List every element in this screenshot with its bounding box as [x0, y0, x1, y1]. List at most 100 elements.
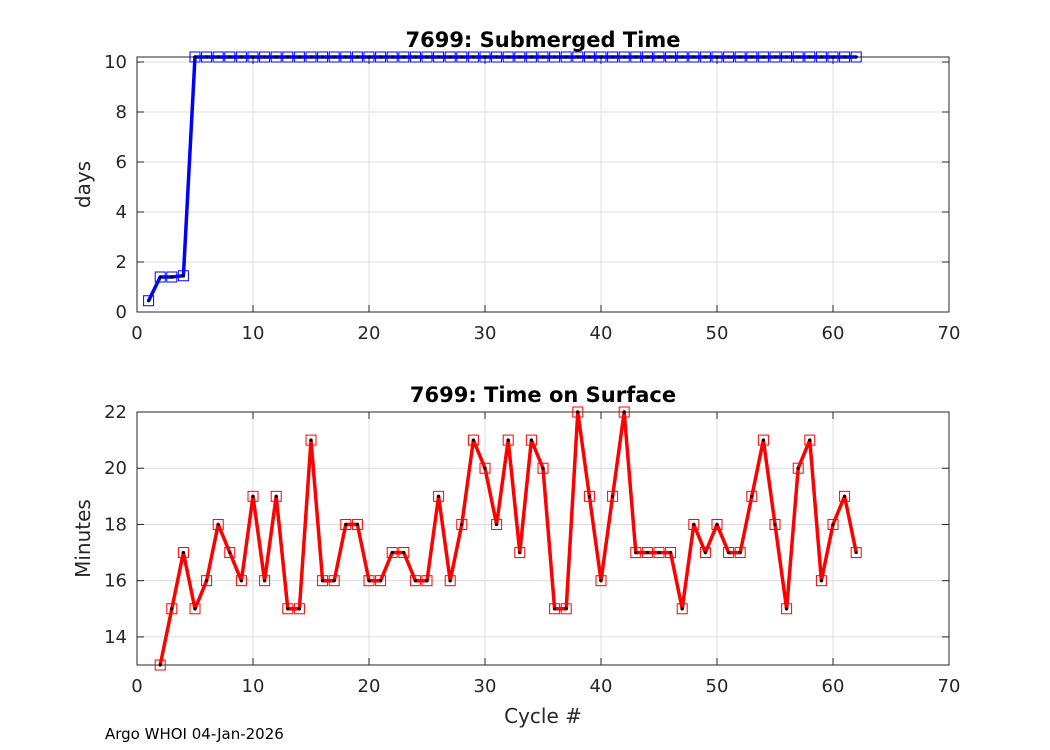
data-point-dot	[286, 55, 290, 59]
data-point-marker	[363, 51, 375, 63]
data-point-dot	[796, 55, 800, 59]
data-point-dot	[843, 55, 847, 59]
data-point-marker	[537, 462, 549, 474]
data-point-dot	[425, 55, 429, 59]
data-point-dot	[251, 55, 255, 59]
data-point-marker	[409, 51, 421, 63]
data-point-marker	[583, 51, 595, 63]
data-point-marker	[827, 51, 839, 63]
data-point-dot	[715, 55, 719, 59]
data-point-marker	[363, 575, 375, 587]
data-point-dot	[599, 55, 603, 59]
data-point-dot	[819, 579, 824, 583]
chart-2: 0 10 20 30 40 50 60 70 14 16 18 20 22 7699: Time on S…	[71, 383, 960, 728]
data-point-marker	[711, 518, 723, 530]
data-point-marker	[769, 51, 781, 63]
data-point-dot	[402, 55, 406, 59]
plot-area	[137, 57, 949, 312]
x-tick-label: 50	[706, 323, 729, 344]
data-point-marker	[351, 518, 363, 530]
data-point-dot	[808, 55, 812, 59]
data-point-dot	[390, 550, 394, 555]
axes-frame	[136, 411, 950, 666]
data-point-dot	[379, 55, 383, 59]
data-point-dot	[553, 55, 557, 59]
x-tick-label: 60	[822, 323, 845, 344]
data-point-marker	[293, 51, 305, 63]
data-point-dot	[344, 522, 348, 527]
data-point-marker	[723, 547, 735, 559]
data-point-dot	[332, 55, 336, 59]
data-point-dot	[181, 550, 185, 555]
data-point-dot	[657, 55, 661, 59]
data-point-marker	[259, 575, 271, 587]
data-point-dot	[228, 550, 232, 555]
data-point-marker	[409, 575, 421, 587]
data-point-dot	[205, 55, 209, 59]
data-point-dot	[576, 410, 580, 414]
data-point-marker	[502, 51, 514, 63]
data-point-dot	[773, 522, 777, 527]
data-point-dot	[506, 438, 510, 442]
x-tick-label: 50	[706, 676, 729, 697]
data-point-dot	[355, 55, 359, 59]
data-point-marker	[549, 51, 561, 63]
x-tick-label: 10	[242, 676, 265, 697]
data-point-marker	[143, 295, 155, 307]
data-point-marker	[328, 51, 340, 63]
data-point-marker	[618, 406, 630, 418]
data-point-dot	[703, 550, 708, 555]
data-point-marker	[734, 547, 746, 559]
y-tick-label: 2	[116, 252, 127, 273]
data-point-dot	[576, 55, 580, 59]
data-point-marker	[282, 51, 294, 63]
data-point-marker	[189, 603, 201, 615]
data-point-dot	[274, 55, 278, 59]
data-point-marker	[537, 51, 549, 63]
y-axis-label: days	[71, 161, 95, 208]
data-point-dot	[541, 55, 545, 59]
data-point-dot	[193, 607, 197, 611]
x-tick-label: 10	[242, 323, 265, 344]
data-point-marker	[467, 434, 479, 446]
data-point-marker	[560, 51, 572, 63]
data-point-dot	[541, 466, 545, 470]
data-point-marker	[711, 51, 723, 63]
data-point-marker	[665, 547, 677, 559]
data-point-marker	[630, 547, 642, 559]
data-point-marker	[305, 51, 317, 63]
data-point-dot	[495, 522, 499, 527]
data-point-dot	[437, 55, 441, 59]
x-tick-label: 40	[590, 676, 613, 697]
x-axis-label: Cycle #	[504, 704, 582, 728]
data-point-dot	[367, 579, 371, 583]
data-point-marker	[572, 406, 584, 418]
data-point-dot	[634, 55, 638, 59]
data-point-dot	[680, 607, 684, 611]
data-point-marker	[444, 575, 456, 587]
data-point-marker	[456, 518, 468, 530]
data-point-dot	[634, 550, 638, 555]
data-point-marker	[177, 270, 189, 282]
data-point-dot	[181, 274, 185, 278]
data-point-marker	[688, 518, 700, 530]
data-point-marker	[781, 603, 793, 615]
x-tick-label: 20	[358, 323, 381, 344]
data-point-dot	[147, 299, 151, 303]
y-tick-label: 14	[104, 627, 127, 648]
y-tick-label: 22	[104, 402, 127, 423]
data-point-marker	[560, 603, 572, 615]
data-point-dot	[785, 607, 789, 611]
data-point-dot	[738, 550, 742, 555]
data-point-marker	[282, 603, 294, 615]
data-point-dot	[286, 607, 290, 611]
data-point-dot	[448, 55, 452, 59]
data-point-dot	[402, 550, 406, 555]
data-point-dot	[564, 55, 568, 59]
data-point-dot	[854, 55, 858, 59]
data-point-marker	[699, 51, 711, 63]
data-point-marker	[491, 518, 503, 530]
data-point-marker	[723, 51, 735, 63]
data-point-marker	[317, 51, 329, 63]
data-point-marker	[212, 51, 224, 63]
